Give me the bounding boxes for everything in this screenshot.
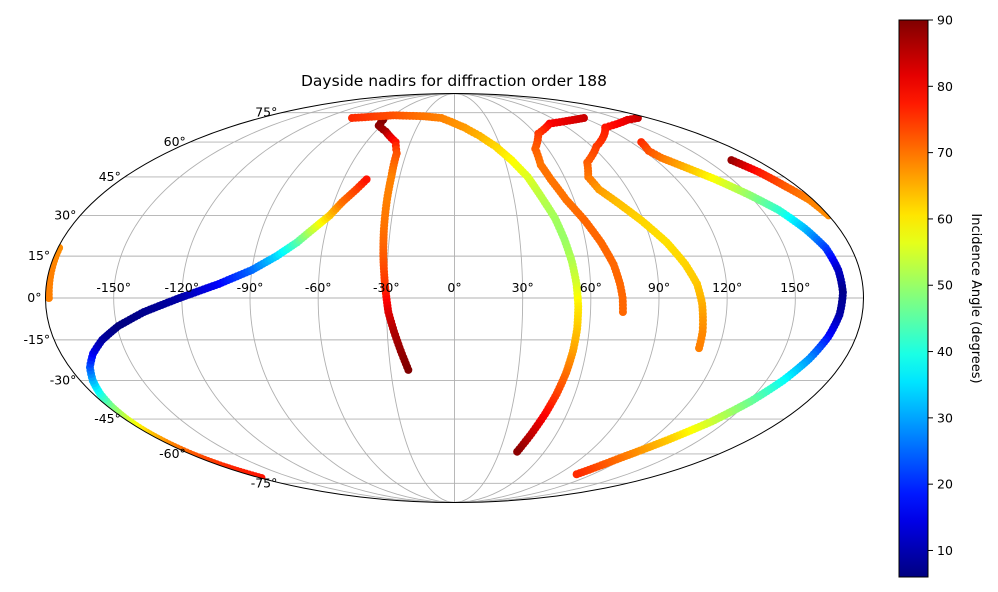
- longitude-tick-label: 90°: [648, 280, 670, 295]
- data-point: [572, 470, 581, 479]
- latitude-tick-label: -75°: [251, 475, 278, 490]
- latitude-tick-label: -45°: [94, 411, 121, 426]
- latitude-tick-label: 0°: [27, 290, 41, 305]
- colorbar-gradient: [898, 19, 929, 578]
- latitude-tick-labels: -75° -60° -45° -30° -15° 0° 15° 30° 45° 60° 75°: [24, 105, 278, 491]
- data-point: [513, 447, 522, 456]
- longitude-tick-label: -30°: [373, 280, 400, 295]
- latitude-tick-label: 15°: [28, 248, 50, 263]
- longitude-tick-label: 30°: [512, 280, 534, 295]
- colorbar-ticks: 10 20 30 40 50 60 70 80 90: [928, 13, 953, 558]
- data-point: [362, 175, 371, 184]
- chart-title: Dayside nadirs for diffraction order 188: [301, 72, 607, 90]
- latitude-tick-label: -15°: [24, 332, 51, 347]
- graticule: [45, 93, 864, 503]
- latitude-tick-label: 45°: [99, 169, 121, 184]
- latitude-tick-label: 75°: [255, 105, 277, 120]
- longitude-tick-labels: -150° -120° -90° -60° -30° 0° 30° 60° 90° 120° 150…: [96, 280, 810, 295]
- longitude-tick-label: -150°: [96, 280, 131, 295]
- longitude-tick-label: 60°: [580, 280, 602, 295]
- colorbar-tick-label: 50: [937, 278, 953, 293]
- data-point: [695, 344, 704, 353]
- colorbar-tick-label: 10: [937, 543, 953, 558]
- colorbar: 10 20 30 40 50 60 70 80 90 Incidence Angle (degr…: [898, 13, 983, 578]
- data-point: [618, 308, 627, 317]
- colorbar-tick-label: 80: [937, 79, 953, 94]
- latitude-tick-label: 60°: [164, 134, 186, 149]
- longitude-tick-label: -90°: [237, 280, 264, 295]
- latitude-tick-label: -60°: [159, 446, 186, 461]
- latitude-tick-label: 30°: [54, 207, 76, 222]
- longitude-tick-label: 0°: [447, 280, 461, 295]
- scatter-points: [45, 111, 847, 482]
- longitude-tick-label: -120°: [164, 280, 199, 295]
- colorbar-tick-label: 40: [937, 344, 953, 359]
- colorbar-tick-label: 90: [937, 13, 953, 28]
- colorbar-tick-label: 70: [937, 145, 953, 160]
- colorbar-label: Incidence Angle (degrees): [968, 213, 983, 383]
- longitude-tick-label: 120°: [712, 280, 742, 295]
- colorbar-tick-label: 30: [937, 410, 953, 425]
- longitude-tick-label: 150°: [780, 280, 810, 295]
- latitude-tick-label: -30°: [50, 373, 77, 388]
- data-point: [404, 365, 413, 374]
- colorbar-tick-label: 60: [937, 211, 953, 226]
- colorbar-tick-label: 20: [937, 477, 953, 492]
- map-boundary: [45, 93, 864, 503]
- longitude-tick-label: -60°: [305, 280, 332, 295]
